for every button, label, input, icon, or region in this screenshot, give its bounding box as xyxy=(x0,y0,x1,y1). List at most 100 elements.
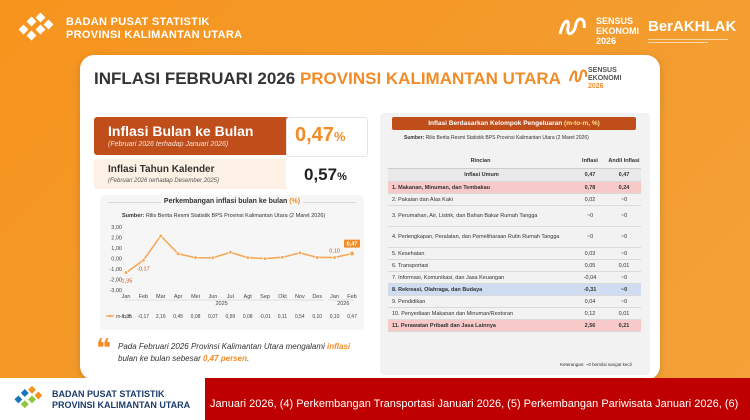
x-tick-label: Nov xyxy=(295,294,305,300)
row-label: 4. Perlengkapan, Peralatan, dan Pemeliha… xyxy=(388,226,573,248)
data-point xyxy=(193,255,198,260)
data-point xyxy=(297,250,302,255)
quote-part-1: Pada Februari 2026 Provinsi Kalimantan U… xyxy=(118,342,327,351)
summary-quote: Pada Februari 2026 Provinsi Kalimantan U… xyxy=(118,341,368,365)
series-line-m-to-m xyxy=(125,234,353,274)
x-tick-label: Feb xyxy=(139,294,148,300)
y-tick-label: -3,00 xyxy=(109,288,122,294)
mtm-value-box: 0,47% xyxy=(286,117,368,157)
table-row: 3. Perumahan, Air, Listrik, dan Bahan Ba… xyxy=(388,205,641,227)
row-label-text: Kesehatan xyxy=(398,250,425,257)
table-source: Sumber: Rilis Berita Resmi Statistik BPS… xyxy=(404,135,589,141)
row-andil: ~0 xyxy=(607,271,641,284)
sensus-card-line-2: EKONOMI xyxy=(588,75,622,82)
row-andil: ~0 xyxy=(607,295,641,308)
ytd-value: 0,57% xyxy=(304,165,347,185)
point-label: 0,47 xyxy=(347,242,358,248)
row-label-text: Makanan, Minuman, dan Tembakau xyxy=(398,184,491,191)
row-andil: ~0 xyxy=(607,193,641,206)
bps-logo-icon xyxy=(18,12,54,41)
row-andil: ~0 xyxy=(607,205,641,227)
y-tick-label: 0,00 xyxy=(111,257,122,263)
value-table-cell: -1,35 xyxy=(120,314,132,320)
ytd-unit: % xyxy=(337,171,347,183)
value-table-cell: 0,59 xyxy=(225,314,235,320)
x-tick-label: Okt xyxy=(278,294,287,300)
table-row: 8. Rekreasi, Olahraga, dan Budaya -0,31 ~0 xyxy=(388,283,641,296)
org-line-2: PROVINSI KALIMANTAN UTARA xyxy=(66,29,243,41)
table-row: 5. Kesehatan 0,03 ~0 xyxy=(388,247,641,260)
table-row: 6. Transportasi 0,05 0,01 xyxy=(388,259,641,272)
chart-title-unit: (%) xyxy=(289,198,301,205)
row-inflasi: 0,03 xyxy=(573,247,607,260)
row-label: 8. Rekreasi, Olahraga, dan Budaya xyxy=(388,283,573,296)
infographic-card: INFLASI FEBRUARI 2026 PROVINSI KALIMANTA… xyxy=(80,55,660,380)
row-inflasi: 0,05 xyxy=(573,259,607,272)
table-source-text: Rilis Berita Resmi Statistik BPS Provins… xyxy=(424,135,589,141)
table-row-total: Inflasi Umum 0,47 0,47 xyxy=(388,168,641,182)
x-tick-label: Agt xyxy=(244,294,253,300)
y-tick-label: 2,00 xyxy=(111,236,122,242)
row-label-text: Rekreasi, Olahraga, dan Budaya xyxy=(398,286,483,293)
row-inflasi: 0,78 xyxy=(573,181,607,194)
ytd-value-box: 0,57% xyxy=(286,159,366,189)
mtm-line-chart: 3,00 2,00 1,00 0,00 -1,00 -2,00 -3,00 -1,35 -0,1… xyxy=(106,225,360,320)
row-inflasi: 0,12 xyxy=(573,307,607,320)
data-point xyxy=(349,250,355,257)
chart-source-label: Sumber: xyxy=(122,213,145,219)
row-label: 11. Perawatan Pribadi dan Jasa Lainnya xyxy=(388,319,573,332)
sensus-card-line-3: 2026 xyxy=(588,83,604,90)
bps-footer-logo-icon xyxy=(14,385,43,409)
sensus-line-1: SENSUS xyxy=(596,16,634,26)
value-table-cell: 0,47 xyxy=(347,314,357,320)
point-label: -1,35 xyxy=(120,279,133,285)
row-inflasi: 0,04 xyxy=(573,295,607,308)
row-label: 3. Perumahan, Air, Listrik, dan Bahan Ba… xyxy=(388,205,573,227)
row-number: 8. xyxy=(392,286,397,293)
table-row: 4. Perlengkapan, Peralatan, dan Pemeliha… xyxy=(388,226,641,248)
quote-part-3: bulan ke bulan sebesar xyxy=(118,354,203,363)
org-line-1: BADAN PUSAT STATISTIK xyxy=(66,16,210,28)
data-point xyxy=(315,255,320,260)
row-label: 6. Transportasi xyxy=(388,259,573,272)
quote-part-4: 0,47 persen xyxy=(202,354,247,363)
sensus-line-3: 2026 xyxy=(596,36,617,46)
mtm-value: 0,47% xyxy=(295,124,346,147)
table-row: 9. Pendidikan 0,04 ~0 xyxy=(388,295,641,308)
data-point xyxy=(123,270,129,275)
point-label: 0,10 xyxy=(329,248,340,254)
row-label: 2. Pakaian dan Alas Kaki xyxy=(388,193,573,206)
top-bar: BADAN PUSAT STATISTIK PROVINSI KALIMANTA… xyxy=(0,0,750,62)
quote-part-2: inflasi xyxy=(327,342,351,351)
legend-label: m-to-m xyxy=(116,314,132,320)
footer-org-name: BADAN PUSAT STATISTIK PROVINSI KALIMANTA… xyxy=(52,389,190,411)
quote-icon: ❝ xyxy=(96,333,112,363)
row-label-text: Perlengkapan, Peralatan, dan Pemeliharaa… xyxy=(398,234,560,240)
highlight-label-box xyxy=(344,239,360,248)
value-table-cell: -0,17 xyxy=(138,314,150,320)
row-number: 3. xyxy=(392,213,397,219)
value-table-cell: 0,08 xyxy=(191,314,201,320)
year-label-2026: 2026 xyxy=(337,301,349,307)
row-number: 11. xyxy=(392,322,400,329)
x-tick-label: Mei xyxy=(191,294,200,300)
mtm-chart-panel: Perkembangan inflasi bulan ke bulan (%) … xyxy=(100,195,364,330)
row-number: 5. xyxy=(392,250,397,257)
footer-org-line-1: BADAN PUSAT STATISTIK xyxy=(52,389,165,399)
quote-part-5: . xyxy=(246,354,250,363)
x-tick-label: Jan xyxy=(330,294,339,300)
sensus-card-line-1: SENSUS xyxy=(588,67,617,74)
year-label-2025: 2025 xyxy=(215,301,227,307)
x-tick-label: Mar xyxy=(156,294,166,300)
x-tick-label: Jul xyxy=(227,294,234,300)
row-label-text: Penyediaan Makanan dan Minuman/Restoran xyxy=(401,310,514,317)
x-tick-label: Jan xyxy=(122,294,131,300)
page-title: INFLASI FEBRUARI 2026 PROVINSI KALIMANTA… xyxy=(94,69,561,89)
row-number: 10. xyxy=(392,310,400,317)
row-label-text: Transportasi xyxy=(398,262,429,269)
row-label: 9. Pendidikan xyxy=(388,295,573,308)
total-inflasi: 0,47 xyxy=(573,168,607,182)
sensus-line-2: EKONOMI xyxy=(596,26,640,36)
value-table-cell: 0,54 xyxy=(295,314,305,320)
row-number: 6. xyxy=(392,262,397,269)
